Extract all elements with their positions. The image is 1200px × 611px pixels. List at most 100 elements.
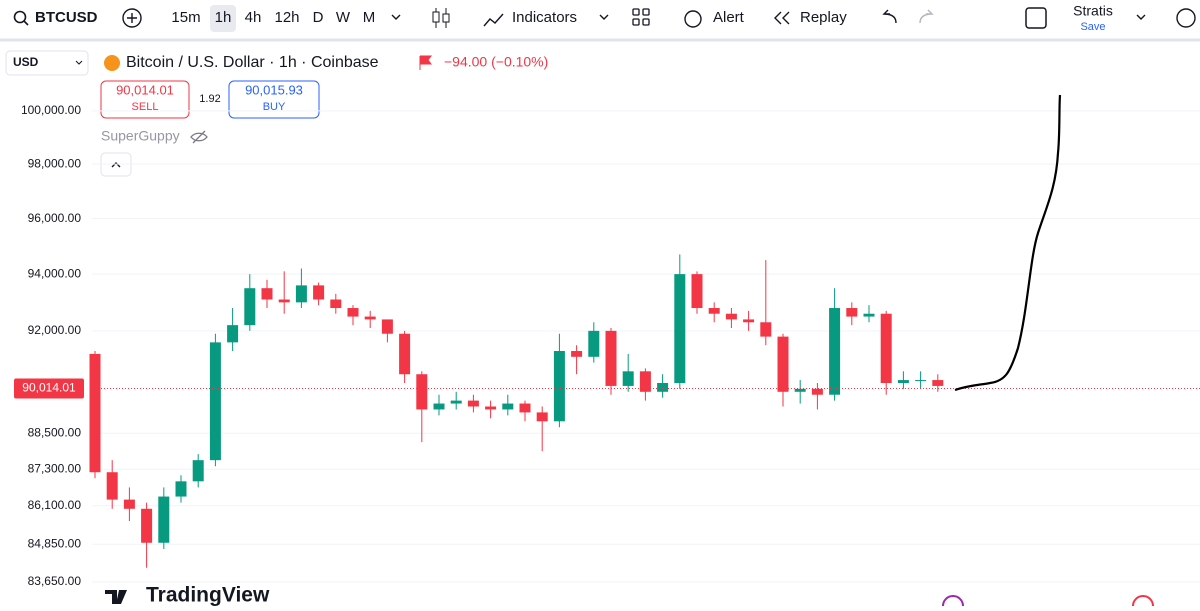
currency-menu: [75, 60, 83, 65]
undo-button[interactable]: [882, 9, 897, 24]
sell-button[interactable]: [100, 80, 190, 119]
compare-button[interactable]: [122, 8, 142, 28]
candle-body: [192, 460, 204, 482]
candle-body: [227, 325, 239, 343]
interval-button[interactable]: 15m: [171, 9, 200, 26]
candle-body: [209, 342, 221, 461]
candle-body: [347, 308, 359, 317]
indicator-name: SuperGuppy: [101, 128, 180, 144]
current-price-label: 90,014.01: [22, 381, 76, 395]
candle-body: [553, 351, 565, 422]
replay-icon[interactable]: [774, 11, 790, 25]
buy-button[interactable]: [228, 80, 320, 119]
candle-body: [519, 403, 531, 413]
spread: 1.92: [199, 93, 220, 105]
candle-body: [244, 288, 256, 326]
indicators-menu[interactable]: [599, 14, 609, 20]
symbol[interactable]: BTCUSD: [35, 9, 98, 26]
interval-menu[interactable]: [391, 14, 401, 20]
interval-active: [210, 5, 236, 32]
event-icon[interactable]: [942, 595, 964, 611]
chart-type-icon: [442, 13, 450, 23]
y-tick-label: 87,300.00: [28, 461, 82, 475]
currency-select[interactable]: [5, 50, 89, 76]
interval-button[interactable]: 4h: [245, 9, 262, 26]
interval-button[interactable]: M: [363, 9, 376, 26]
redo-button[interactable]: [919, 9, 934, 24]
candle-body: [467, 400, 479, 407]
candle-body: [863, 313, 875, 317]
candle-body: [261, 288, 273, 300]
indicators-button[interactable]: Indicators: [512, 9, 577, 26]
bitcoin-icon: [104, 55, 120, 71]
interval-button[interactable]: 12h: [274, 9, 299, 26]
hide-indicator-icon[interactable]: [190, 130, 208, 144]
current-price-tag: [14, 378, 84, 399]
y-tick-label: 86,100.00: [28, 498, 82, 512]
alert-button[interactable]: Alert: [713, 9, 745, 26]
candle-body: [295, 285, 307, 303]
replay-button[interactable]: Replay: [800, 9, 847, 26]
y-tick-label: 100,000.00: [21, 103, 81, 117]
candle-body: [897, 380, 909, 383]
sell-label[interactable]: SELL: [132, 101, 159, 113]
candle-body: [915, 380, 927, 382]
y-tick-label: 94,000.00: [28, 266, 82, 280]
sell-price[interactable]: 90,014.01: [116, 82, 174, 97]
candle-body: [313, 285, 325, 300]
candle-body: [106, 472, 118, 500]
candle-body: [657, 382, 669, 392]
candle-body: [794, 388, 806, 392]
search-icon: [23, 20, 29, 26]
layout-icon[interactable]: [632, 8, 650, 26]
interval-button[interactable]: 1h: [215, 9, 232, 26]
compare-icon: [127, 13, 137, 23]
candle-body: [123, 499, 135, 509]
candle-body: [433, 403, 445, 410]
candle-body: [141, 508, 153, 543]
save-button[interactable]: Save: [1080, 21, 1105, 33]
event-icon[interactable]: [1132, 595, 1154, 611]
candle-body: [330, 299, 342, 309]
candle-body: [743, 319, 755, 323]
currency[interactable]: USD: [13, 55, 39, 69]
layout-menu[interactable]: [1136, 14, 1146, 20]
layout-checkbox[interactable]: [1025, 7, 1047, 29]
buy-price[interactable]: 90,015.93: [245, 82, 303, 97]
clock-icon[interactable]: [1176, 8, 1196, 28]
candle-body: [760, 322, 772, 337]
candle-body: [674, 274, 686, 383]
candle-body: [89, 353, 101, 473]
y-tick-label: 98,000.00: [28, 156, 82, 170]
interval-button[interactable]: D: [313, 9, 324, 26]
chart-type-icon: [432, 11, 440, 23]
y-tick-label: 88,500.00: [28, 425, 82, 439]
y-tick-label: 84,850.00: [28, 536, 82, 550]
buy-label[interactable]: BUY: [263, 101, 286, 113]
search-icon[interactable]: [13, 10, 27, 24]
candle-body: [622, 371, 634, 386]
candle-body: [278, 299, 290, 303]
candle-body: [811, 388, 823, 395]
candle-body: [691, 274, 703, 309]
candle-body: [725, 313, 737, 320]
interval-button[interactable]: W: [336, 9, 351, 26]
candle-body: [399, 333, 411, 375]
indicators-icon[interactable]: [483, 13, 504, 27]
symbol-title: Bitcoin / U.S. Dollar · 1h · Coinbase: [126, 54, 379, 71]
candle-body: [158, 496, 170, 543]
candle-body: [381, 319, 393, 334]
candle-body: [880, 313, 892, 383]
candle-body: [485, 406, 497, 410]
tradingview-logo: [105, 590, 127, 604]
alert-icon[interactable]: [684, 10, 702, 28]
price-change: −94.00 (−0.10%): [444, 54, 548, 70]
y-tick-label: 83,650.00: [28, 574, 82, 588]
candle-body: [571, 351, 583, 357]
layout-name[interactable]: Stratis: [1073, 3, 1113, 19]
candle-body: [536, 412, 548, 422]
candle-body: [450, 400, 462, 404]
candle-body: [777, 336, 789, 392]
